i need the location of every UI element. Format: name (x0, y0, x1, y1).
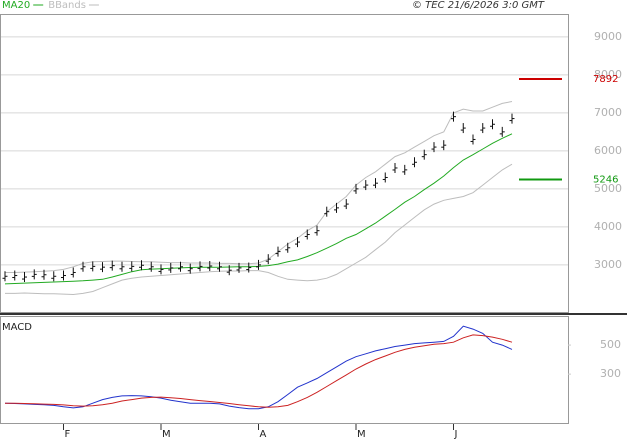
price-bar (275, 246, 281, 257)
price-bar (197, 261, 203, 272)
price-bar (70, 267, 76, 278)
price-bar (109, 260, 115, 271)
price-bar (129, 261, 135, 272)
price-bar (295, 237, 300, 248)
price-bar (480, 123, 486, 134)
price-bar (304, 229, 310, 240)
price-bar (217, 261, 222, 272)
y-tick-label: 500 (600, 338, 621, 351)
price-bar (158, 264, 164, 275)
price-bar (451, 111, 456, 122)
price-bar (12, 270, 18, 281)
price-bar (324, 206, 330, 217)
band-line (5, 163, 513, 296)
price-bar (226, 265, 232, 276)
price-bar (334, 202, 339, 213)
level-label: 5246 (593, 175, 618, 186)
macd-panel (0, 316, 569, 424)
x-tick-label: M (162, 429, 171, 440)
y-tick-label: 300 (600, 367, 621, 380)
price-bar (431, 142, 437, 153)
y-tick-label: 5000 (594, 182, 622, 195)
price-bar (168, 262, 174, 273)
price-bar (265, 254, 271, 265)
legend-label: MA20 (2, 0, 30, 11)
price-bar (392, 162, 398, 173)
price-bar (499, 126, 505, 137)
price-bar (256, 259, 261, 270)
y-tick-label: 6000 (594, 144, 622, 157)
price-bar (460, 123, 466, 134)
price-bar (80, 261, 86, 272)
price-bar (207, 261, 213, 272)
price-bar (236, 262, 242, 273)
legend-label: BBands (48, 0, 86, 11)
x-tick-label: F (65, 429, 71, 440)
price-bar (402, 164, 408, 175)
x-tick-label: M (357, 429, 366, 440)
price-bar (353, 183, 359, 194)
y-tick-label: 7000 (594, 106, 622, 119)
y-tick-label: 9000 (594, 30, 622, 43)
y-tick-label: 8000 (594, 68, 622, 81)
macd-line (4, 325, 513, 410)
price-bar (90, 261, 96, 272)
price-bar (246, 262, 252, 273)
price-bar (187, 263, 193, 274)
price-bar (178, 261, 183, 272)
price-bar (314, 225, 320, 236)
price-panel (0, 14, 569, 313)
price-bar (421, 149, 427, 160)
price-bar (382, 172, 388, 183)
price-bar (412, 157, 417, 168)
price-bar (373, 178, 378, 189)
price-bar (490, 119, 495, 130)
y-tick-label: 4000 (594, 220, 622, 233)
price-bar (22, 272, 27, 283)
price-bar (343, 199, 349, 210)
x-tick-label: A (260, 429, 267, 440)
price-bar (139, 260, 144, 271)
level-label: 7892 (593, 74, 618, 85)
price-bar (119, 261, 125, 272)
price-bar (31, 269, 37, 280)
price-bar (470, 134, 476, 145)
price-bar (100, 262, 105, 273)
price-bar (2, 271, 8, 282)
copyright: © TEC 21/6/2026 3:0 GMT (412, 0, 545, 11)
x-tick-label: J (454, 429, 458, 440)
price-bar (285, 242, 291, 253)
price-bar (51, 271, 57, 282)
price-bar (148, 261, 154, 272)
price-bar (441, 140, 447, 151)
y-tick-label: 3000 (594, 258, 622, 271)
price-bar (363, 180, 369, 191)
macd-title: MACD (2, 322, 32, 333)
price-bar (41, 269, 47, 280)
price-bar (509, 113, 515, 124)
price-bar (61, 270, 66, 281)
macd-line (5, 334, 513, 408)
